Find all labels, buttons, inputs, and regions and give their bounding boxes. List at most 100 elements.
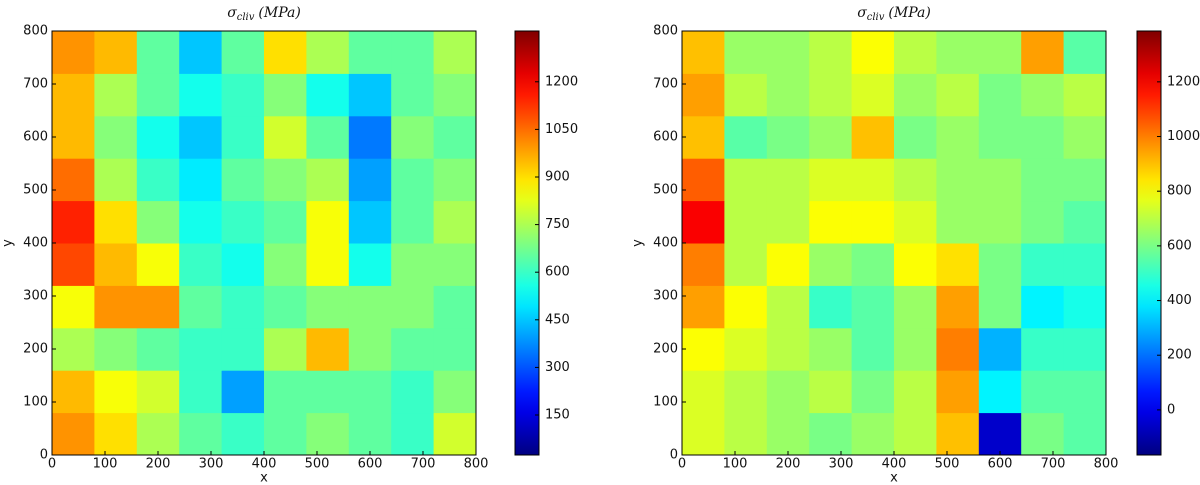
heat-cell: [1021, 327, 1065, 371]
heat-cell: [682, 31, 725, 74]
heat-cell: [1063, 115, 1107, 159]
heat-cell: [766, 73, 810, 117]
y-tick-label: 200: [23, 342, 48, 357]
heat-cell: [264, 285, 307, 329]
heat-cell: [978, 73, 1022, 117]
heat-cell: [766, 285, 810, 329]
heat-cell: [851, 285, 895, 329]
heat-cell: [1021, 73, 1065, 117]
heat-cell: [809, 73, 853, 117]
heat-cell: [936, 200, 980, 244]
colorbar-tick-label: 600: [1167, 238, 1192, 253]
heat-cell: [1021, 158, 1065, 202]
heat-cell: [348, 115, 392, 159]
heat-cell: [724, 73, 768, 117]
heat-cell: [179, 73, 223, 117]
heat-cell: [391, 115, 435, 159]
heat-cell: [179, 412, 223, 456]
heat-cell: [1063, 370, 1107, 414]
heat-cell: [221, 327, 265, 371]
x-tick-label: 0: [678, 457, 686, 472]
heat-cell: [391, 285, 435, 329]
heat-cell: [52, 285, 95, 329]
heat-cell: [179, 243, 223, 286]
heat-cell: [894, 285, 937, 329]
title-unit: (MPa): [888, 5, 930, 21]
heat-cell: [936, 370, 980, 414]
heat-cell: [851, 31, 895, 74]
heat-cell: [433, 243, 477, 286]
heat-cell: [348, 285, 392, 329]
y-tick-label: 700: [23, 77, 48, 92]
x-tick-label: 800: [1094, 457, 1119, 472]
x-tick-label: 200: [776, 457, 801, 472]
heat-cell: [936, 73, 980, 117]
heat-cell: [391, 327, 435, 371]
heat-cell: [682, 285, 725, 329]
heat-cell: [52, 73, 95, 117]
y-tick-label: 500: [23, 183, 48, 198]
heat-cell: [306, 412, 350, 456]
heat-cell: [682, 73, 725, 117]
heat-cell: [52, 327, 95, 371]
colorbar-tick-label: 900: [545, 169, 570, 184]
y-tick-label: 600: [23, 130, 48, 145]
heat-cell: [851, 115, 895, 159]
heat-cell: [682, 115, 725, 159]
y-tick-label: 0: [40, 448, 48, 463]
x-tick-label: 400: [882, 457, 907, 472]
heat-cell: [433, 158, 477, 202]
heat-cell: [264, 115, 307, 159]
colorbar-tick-label: 300: [545, 360, 570, 375]
heat-cell: [348, 327, 392, 371]
y-axis-label: y: [631, 239, 646, 247]
colorbar-tick-label: 450: [545, 312, 570, 327]
heat-cell: [1021, 200, 1065, 244]
y-tick-label: 0: [670, 448, 678, 463]
y-tick-label: 300: [23, 289, 48, 304]
heat-cell: [52, 158, 95, 202]
heat-cell: [221, 158, 265, 202]
heat-cell: [936, 243, 980, 286]
heat-cell: [894, 115, 937, 159]
heat-cell: [724, 158, 768, 202]
heat-cell: [978, 158, 1022, 202]
heat-cell: [136, 243, 180, 286]
heat-cell: [978, 115, 1022, 159]
heat-cell: [851, 327, 895, 371]
heat-cell: [936, 285, 980, 329]
y-tick-label: 100: [23, 395, 48, 410]
heat-cell: [221, 200, 265, 244]
x-tick-label: 800: [464, 457, 489, 472]
heat-cell: [978, 285, 1022, 329]
heat-cell: [179, 31, 223, 74]
heat-cell: [348, 370, 392, 414]
x-tick-label: 700: [1041, 457, 1066, 472]
heat-cell: [306, 73, 350, 117]
heat-cell: [221, 31, 265, 74]
heat-cell: [851, 243, 895, 286]
heat-cell: [264, 327, 307, 371]
heat-cell: [306, 115, 350, 159]
heat-cell: [809, 412, 853, 456]
heat-cell: [221, 285, 265, 329]
heat-cell: [264, 73, 307, 117]
heat-cell: [348, 243, 392, 286]
heat-cell: [682, 370, 725, 414]
heat-cell: [52, 31, 95, 74]
heat-cell: [978, 243, 1022, 286]
heat-cell: [724, 115, 768, 159]
title-unit: (MPa): [258, 5, 300, 21]
heat-cell: [433, 412, 477, 456]
heat-cell: [306, 31, 350, 74]
heat-cell: [978, 412, 1022, 456]
y-tick-label: 400: [23, 236, 48, 251]
heat-cell: [978, 370, 1022, 414]
heat-cell: [433, 115, 477, 159]
heat-cell: [94, 412, 138, 456]
heat-cell: [306, 327, 350, 371]
heat-cell: [136, 200, 180, 244]
heat-cell: [809, 158, 853, 202]
colorbar-tick-label: 1050: [545, 122, 578, 137]
heat-cell: [52, 115, 95, 159]
